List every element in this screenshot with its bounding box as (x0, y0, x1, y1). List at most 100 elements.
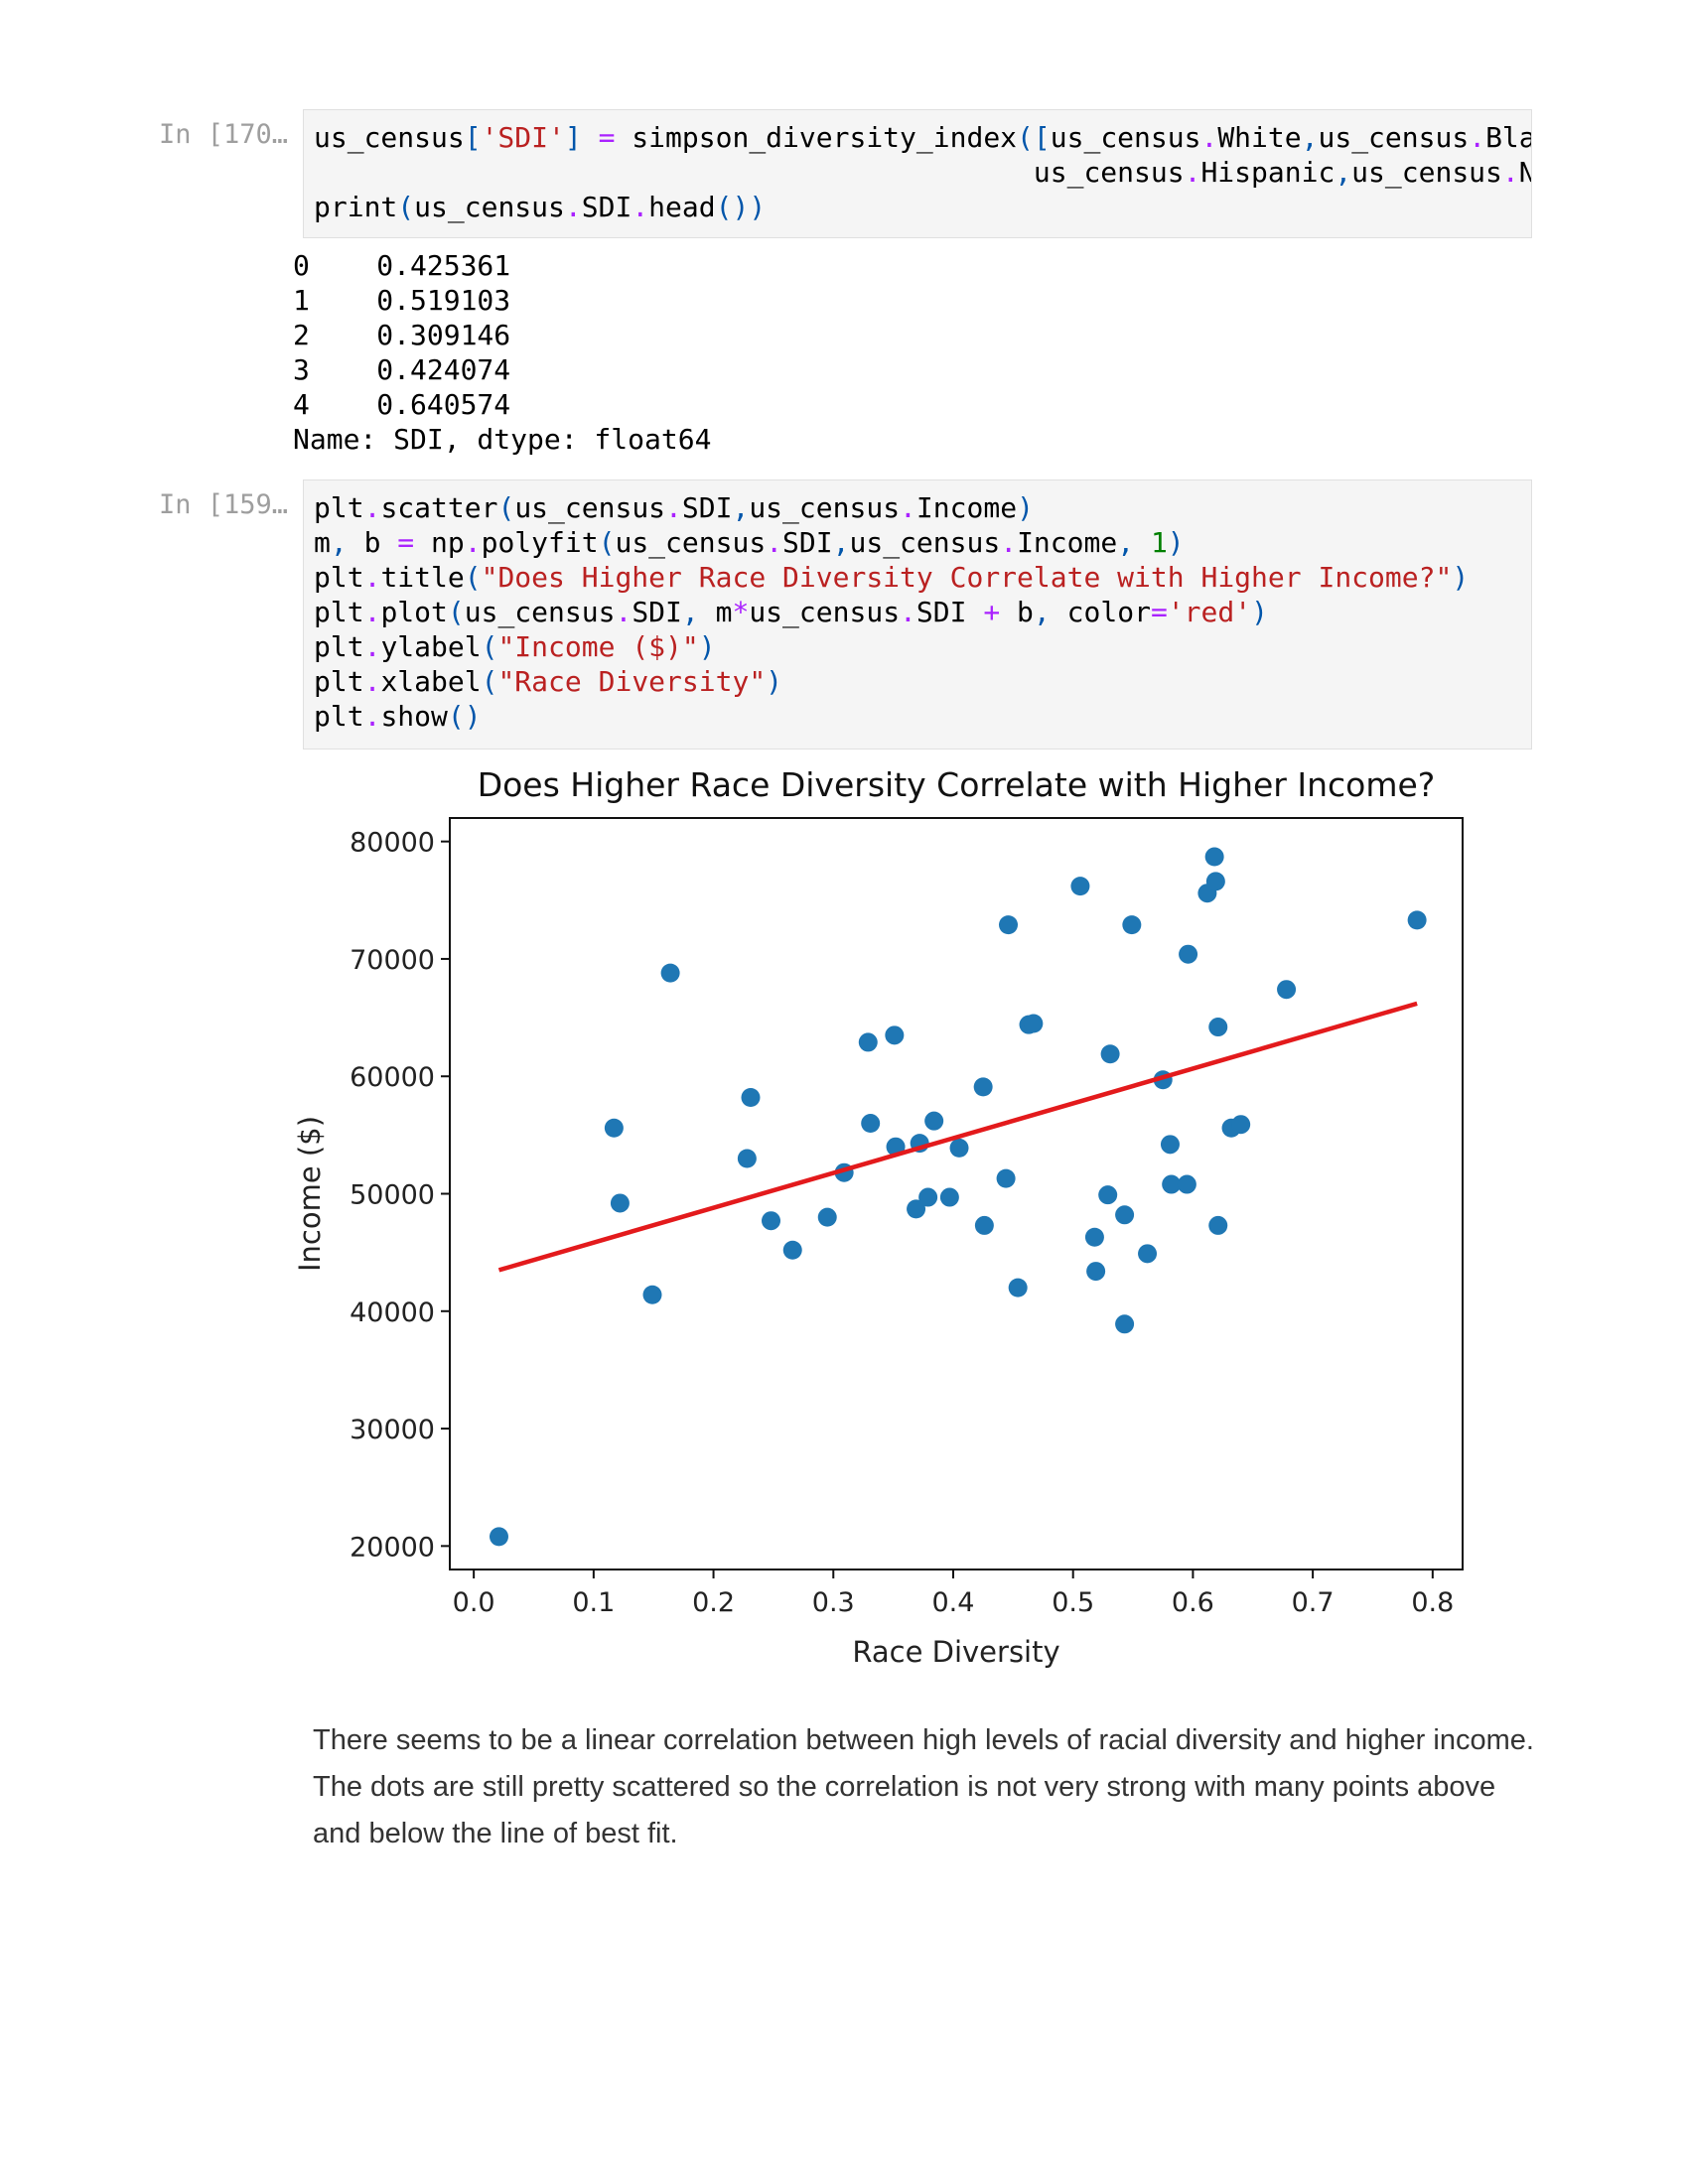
code-token: . (363, 630, 381, 663)
x-tick-label: 0.4 (932, 1587, 975, 1618)
code-token: , (1117, 526, 1135, 559)
code-token: us_census (1318, 121, 1470, 154)
best-fit-line (497, 1001, 1418, 1273)
data-point (1122, 915, 1142, 935)
output-line: 3 0.424074 (293, 353, 511, 386)
code-token: us_census (414, 191, 565, 223)
code-line: plt.xlabel("Race Diversity") (314, 664, 1531, 699)
code-line: m, b = np.polyfit(us_census.SDI,us_censu… (314, 525, 1531, 560)
code-token: plt (314, 665, 364, 698)
code-token: , (1335, 156, 1352, 189)
code-token: Income (1017, 526, 1118, 559)
output-line: 0 0.425361 (293, 249, 511, 282)
code-token (582, 121, 599, 154)
data-point (660, 963, 680, 983)
data-point (1177, 1174, 1196, 1194)
code-token: ) (1452, 561, 1470, 594)
code-token: 'SDI' (481, 121, 565, 154)
markdown-text: There seems to be a linear correlation b… (313, 1724, 1534, 1849)
chart-title: Does Higher Race Diversity Correlate wit… (478, 766, 1436, 804)
x-tick-label: 0.7 (1292, 1587, 1335, 1618)
code-token: SDI (632, 596, 682, 628)
code-token: . (632, 191, 649, 223)
code-token: ( (497, 491, 515, 524)
code-token: [ (1033, 121, 1051, 154)
y-tick-label: 70000 (350, 945, 435, 976)
data-point (918, 1187, 938, 1207)
code-token: plt (314, 561, 364, 594)
code-token: () (715, 191, 750, 223)
code-token: ( (397, 191, 415, 223)
code-token: plt (314, 630, 364, 663)
cell-prompt: In [170… (159, 119, 289, 150)
code-token: . (900, 491, 916, 524)
data-point (1204, 847, 1224, 867)
data-point (610, 1193, 630, 1213)
code-token: m (314, 526, 331, 559)
code-token: ylabel (380, 630, 482, 663)
code-token: Nat (1519, 156, 1531, 189)
code-editor[interactable]: us_census['SDI'] = simpson_diversity_ind… (303, 109, 1532, 238)
cell-output: 0 0.425361 1 0.519103 2 0.309146 3 0.424074… (293, 248, 711, 457)
cell-prompt: In [159… (159, 489, 289, 520)
code-token: () (447, 700, 482, 733)
data-point (939, 1187, 959, 1207)
code-token: xlabel (380, 665, 482, 698)
code-token: b (1000, 596, 1034, 628)
output-line: Name: SDI, dtype: float64 (293, 423, 712, 456)
code-token: . (363, 596, 381, 628)
code-line: plt.plot(us_census.SDI, m*us_census.SDI … (314, 595, 1531, 629)
code-token: us_census (514, 491, 666, 524)
y-axis-label: Income ($) (293, 1116, 327, 1272)
data-point (1008, 1278, 1028, 1297)
code-token: 'red' (1167, 596, 1252, 628)
data-point (924, 1111, 944, 1131)
data-point (1115, 1314, 1135, 1334)
code-token: us_census (1351, 156, 1502, 189)
code-token: * (732, 596, 750, 628)
code-token: print (314, 191, 398, 223)
code-token (1134, 526, 1151, 559)
data-point (885, 1025, 905, 1045)
data-point (973, 1077, 993, 1097)
code-token: . (1501, 156, 1519, 189)
code-token: us_census (749, 491, 901, 524)
code-editor[interactable]: plt.scatter(us_census.SDI,us_census.Inco… (303, 479, 1532, 750)
data-point (1179, 944, 1198, 964)
code-token: ( (1017, 121, 1034, 154)
code-token: Black (1485, 121, 1531, 154)
output-line: 4 0.640574 (293, 388, 511, 421)
data-point (1208, 1215, 1228, 1235)
code-token: ) (1251, 596, 1268, 628)
data-point (782, 1240, 802, 1260)
x-tick-label: 0.8 (1411, 1587, 1454, 1618)
code-token: [ (464, 121, 482, 154)
code-token: m (698, 596, 733, 628)
y-tick-label: 40000 (350, 1297, 435, 1328)
code-token: SDI (681, 491, 733, 524)
data-point (1098, 1185, 1118, 1205)
data-point (861, 1114, 881, 1134)
y-tick-label: 30000 (350, 1415, 435, 1445)
code-token: SDI (581, 191, 633, 223)
code-token: simpson_diversity_index (615, 121, 1018, 154)
code-token: . (1469, 121, 1486, 154)
code-token: title (380, 561, 465, 594)
code-token: "Income ($)" (497, 630, 699, 663)
data-point (737, 1149, 757, 1168)
code-token: scatter (380, 491, 498, 524)
data-point (604, 1118, 624, 1138)
x-tick-label: 0.0 (453, 1587, 495, 1618)
code-token: ) (1167, 526, 1185, 559)
code-line: us_census.Hispanic,us_census.Nat (314, 155, 1531, 190)
code-token: . (564, 191, 582, 223)
code-token: us_census (314, 156, 1185, 189)
code-token: "Race Diversity" (497, 665, 767, 698)
data-point (1162, 1174, 1182, 1194)
code-token: ) (749, 191, 767, 223)
code-token: us_census (615, 526, 767, 559)
data-point (1205, 872, 1225, 891)
data-point (1024, 1014, 1044, 1033)
data-point (489, 1527, 508, 1547)
x-tick-label: 0.2 (692, 1587, 735, 1618)
